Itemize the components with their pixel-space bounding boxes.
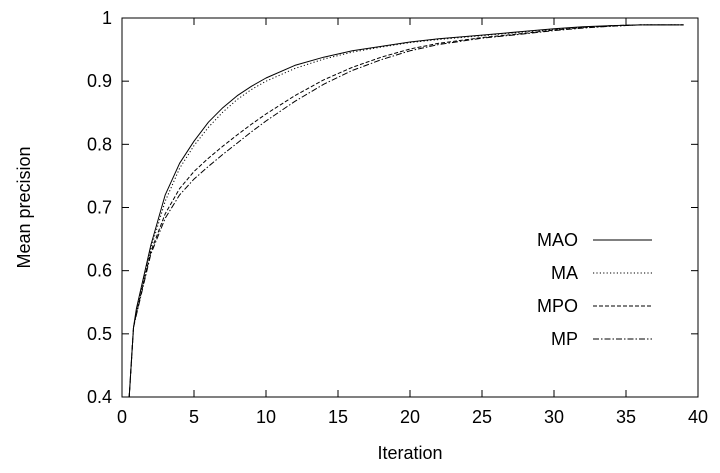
- x-tick-label: 5: [189, 407, 199, 427]
- series-line-mao: [128, 24, 684, 398]
- plot-border: [121, 17, 699, 398]
- x-tick-label: 40: [688, 407, 708, 427]
- y-tick-label: 0.8: [87, 134, 112, 154]
- series-line-ma: [128, 24, 684, 398]
- y-tick-label: 0.7: [87, 198, 112, 218]
- series-lines: [128, 24, 684, 398]
- legend-label-mao: MAO: [537, 230, 578, 250]
- x-tick-label: 20: [400, 407, 420, 427]
- x-tick-label: 35: [616, 407, 636, 427]
- legend-label-ma: MA: [551, 263, 578, 283]
- y-axis-ticks: 0.4 0.5 0.6 0.7 0.8 0.9 1: [87, 8, 698, 407]
- x-tick-label: 0: [117, 407, 127, 427]
- x-axis-ticks: 0 5 10 15 20 25 30 35 40: [117, 18, 708, 427]
- x-tick-label: 30: [544, 407, 564, 427]
- x-tick-label: 15: [328, 407, 348, 427]
- plot-frame: [121, 17, 699, 398]
- legend-label-mp: MP: [551, 329, 578, 349]
- x-tick-label: 10: [256, 407, 276, 427]
- legend-label-mpo: MPO: [537, 296, 578, 316]
- y-tick-label: 0.6: [87, 261, 112, 281]
- y-tick-label: 0.9: [87, 71, 112, 91]
- legend: MAO MA MPO MP: [537, 230, 652, 349]
- series-line-mpo: [128, 24, 684, 398]
- y-tick-label: 0.4: [87, 387, 112, 407]
- y-tick-label: 0.5: [87, 324, 112, 344]
- y-axis-title: Mean precision: [14, 146, 34, 268]
- series-line-mp: [128, 24, 684, 398]
- x-axis-title: Iteration: [377, 443, 442, 463]
- y-tick-label: 1: [102, 8, 112, 28]
- x-tick-label: 25: [472, 407, 492, 427]
